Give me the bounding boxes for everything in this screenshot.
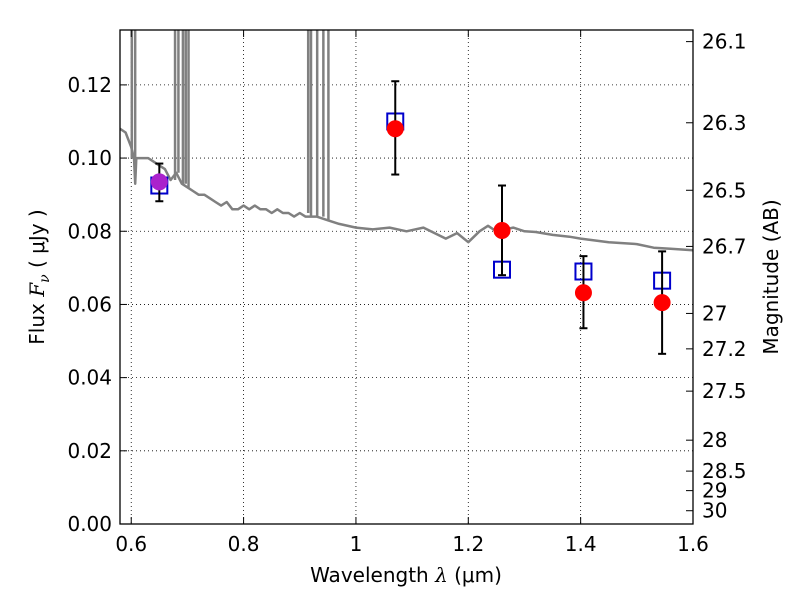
x-axis-label-prefix: Wavelength: [310, 563, 435, 587]
y2-tick-label: 29: [702, 479, 727, 503]
x-tick-label: 1.4: [565, 532, 597, 556]
observed-point: [574, 284, 592, 302]
y2-tick-label: 26.5: [702, 178, 747, 202]
y-tick-label: 0.00: [67, 512, 112, 536]
y-tick-label: 0.02: [67, 439, 112, 463]
y-axis-label-prefix: Flux: [25, 297, 49, 345]
y2-tick-label: 27.5: [702, 379, 747, 403]
plot-area: [120, 30, 693, 355]
y2-tick-label: 30: [702, 499, 727, 523]
y-tick-label: 0.10: [67, 146, 112, 170]
y-axis-label-units: ( μJy ): [25, 209, 49, 274]
y-axis-label-symbol: F: [25, 282, 49, 298]
observed-point: [386, 120, 404, 138]
y2-tick-label: 27: [702, 301, 727, 325]
y-tick-label: 0.06: [67, 292, 112, 316]
axis-ticks: 0.6 0.8 1 1.2 1.4 1.6 0.00 0.02 0.04 0.06 0.08 0.10…: [67, 30, 746, 556]
y-tick-label: 0.12: [67, 73, 112, 97]
x-tick-label: 1.6: [677, 532, 709, 556]
plot-frame: [119, 29, 694, 525]
x-tick-label: 1: [350, 532, 363, 556]
y2-tick-label: 28.5: [702, 459, 747, 483]
x-axis-label-symbol: λ: [434, 563, 448, 587]
observed-point: [653, 294, 671, 312]
y2-tick-label: 26.7: [702, 234, 747, 258]
y2-tick-label: 26.1: [702, 30, 747, 54]
y-axis-label-subscript: ν: [37, 274, 53, 283]
y-tick-label: 0.04: [67, 366, 112, 390]
x-tick-label: 1.2: [452, 532, 484, 556]
observed-point: [493, 222, 511, 240]
y2-tick-label: 26.3: [702, 111, 747, 135]
x-axis-label-units: (μm): [448, 563, 502, 587]
y2-axis-label: Magnitude (AB): [759, 199, 783, 354]
x-tick-label: 0.8: [228, 532, 260, 556]
y-tick-label: 0.08: [67, 219, 112, 243]
y-axis-label: Flux Fν ( μJy ): [25, 209, 53, 344]
x-tick-label: 0.6: [115, 532, 147, 556]
observed-point: [150, 173, 168, 191]
y2-tick-label: 27.2: [702, 337, 747, 361]
x-axis-label: Wavelength λ (μm): [310, 563, 502, 587]
y2-tick-label: 28: [702, 428, 727, 452]
